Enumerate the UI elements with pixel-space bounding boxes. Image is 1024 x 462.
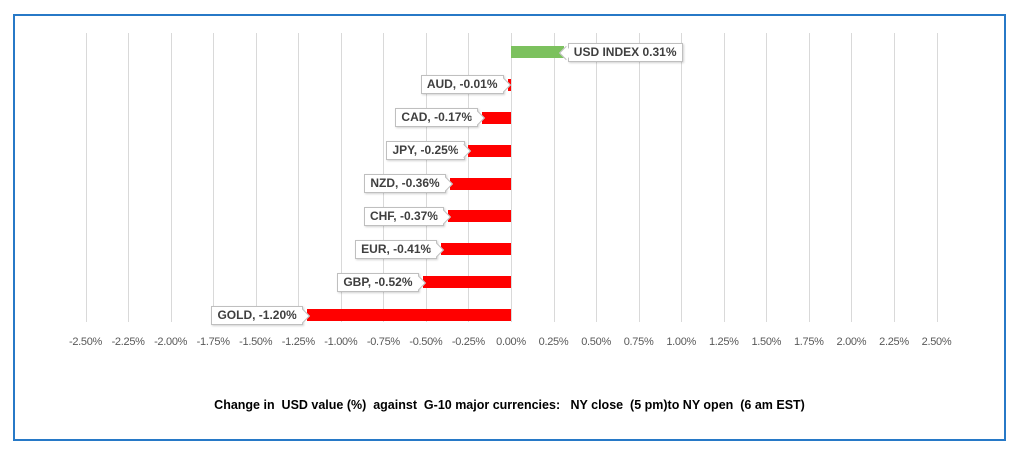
x-tick-label: 1.00%: [666, 336, 697, 348]
bar-gbp: [422, 276, 511, 289]
bar-gold: [306, 309, 511, 321]
data-label-usd-index: USD INDEX 0.31%: [567, 42, 683, 62]
x-tick-label: 0.50%: [581, 336, 611, 348]
bar-nzd: [449, 177, 511, 190]
bar-usd-index: [511, 46, 564, 58]
data-label-nzd: NZD, -0.36%: [364, 174, 446, 193]
gridline: [808, 33, 810, 322]
chart-title: Change in USD value (%) against G-10 maj…: [214, 398, 805, 412]
gridline: [298, 33, 300, 322]
x-tick-label: -0.75%: [366, 336, 400, 348]
gridline: [851, 33, 853, 322]
data-label-cad: CAD, -0.17%: [395, 108, 479, 128]
gridline: [511, 33, 512, 322]
x-tick-label: -1.75%: [196, 336, 230, 348]
gridline: [638, 33, 640, 322]
x-tick-label: 2.00%: [836, 336, 867, 348]
x-tick-label: -1.00%: [324, 336, 358, 348]
x-tick-label: 2.25%: [879, 336, 909, 348]
bar-cad: [482, 111, 511, 124]
x-tick-label: 0.00%: [496, 336, 526, 348]
gridline: [213, 33, 215, 322]
x-tick-label: -0.25%: [451, 336, 485, 348]
x-tick-label: 0.75%: [623, 336, 654, 348]
bar-eur: [441, 243, 511, 256]
x-tick-label: 2.50%: [921, 336, 952, 348]
gridline: [936, 33, 938, 322]
data-label-jpy: JPY, -0.25%: [386, 141, 465, 161]
x-tick-label: 0.25%: [538, 336, 569, 348]
gridline: [255, 33, 257, 322]
gridline: [553, 33, 555, 322]
x-tick-label: 1.25%: [708, 336, 739, 348]
data-label-aud: AUD, -0.01%: [420, 75, 504, 95]
x-tick-label: -0.50%: [409, 336, 443, 348]
data-label-chf: CHF, -0.37%: [363, 206, 444, 226]
x-tick-label: -2.25%: [111, 336, 145, 348]
data-label-gold: GOLD, -1.20%: [211, 305, 303, 325]
x-tick-label: -1.50%: [239, 336, 273, 348]
x-tick-label: -2.50%: [68, 336, 103, 348]
gridline: [340, 33, 342, 322]
data-label-eur: EUR, -0.41%: [355, 239, 438, 259]
x-tick-label: -1.25%: [281, 336, 315, 348]
x-tick-label: 1.75%: [793, 336, 824, 348]
gridline: [596, 33, 598, 322]
x-tick-label: -2.00%: [154, 336, 188, 348]
gridline: [170, 33, 172, 322]
gridline: [681, 33, 683, 322]
gridline: [128, 33, 130, 322]
bar-jpy: [468, 144, 511, 157]
bar-chf: [448, 210, 511, 223]
gridline: [723, 33, 725, 322]
gridline: [894, 33, 895, 322]
gridline: [85, 33, 87, 322]
gridline: [766, 33, 768, 322]
x-tick-label: 1.50%: [751, 336, 782, 348]
data-label-gbp: GBP, -0.52%: [337, 272, 419, 292]
